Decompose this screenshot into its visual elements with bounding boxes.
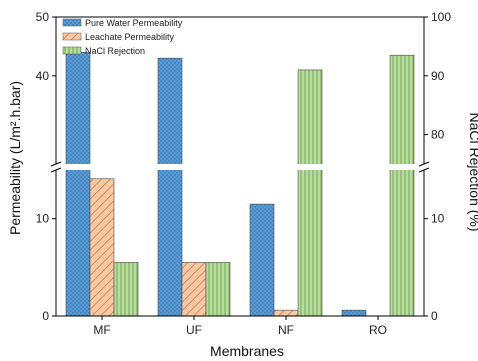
axis-break-gap: [297, 164, 323, 170]
bar-pure-water-uf: [157, 57, 183, 317]
y-left-tick-label: 10: [36, 212, 50, 226]
x-tick-label-mf: MF: [93, 323, 110, 337]
axis-break-mark-right: [418, 161, 430, 167]
bar-nacl-mf: [113, 262, 139, 317]
legend-swatch-nacl: [62, 46, 82, 55]
legend-label-pure-water: Pure Water Permeability: [85, 18, 183, 28]
y-right-tick-label: 80: [431, 128, 445, 142]
x-tick-label-ro: RO: [369, 323, 387, 337]
y-axis-title-right: NaCl Rejection (%): [467, 112, 478, 231]
bar-leachate-uf: [181, 262, 207, 317]
bar-nacl-ro: [389, 54, 415, 317]
axis-break-mark-left: [50, 161, 62, 167]
y-right-tick-label: 90: [431, 69, 445, 83]
legend-label-leachate: Leachate Permeability: [85, 32, 175, 42]
y-right-tick-label: 10: [431, 212, 445, 226]
y-axis-title-left: Permeability (L/m².h.bar): [7, 81, 23, 235]
y-left-tick-label: 0: [42, 309, 49, 323]
x-axis-title: Membranes: [210, 343, 284, 359]
bars-group: [65, 51, 415, 317]
x-tick-label-uf: UF: [186, 323, 202, 337]
bar-leachate-nf: [273, 309, 299, 317]
bar-pure-water-nf: [249, 203, 275, 317]
bar-nacl-uf: [205, 262, 231, 317]
axis-break-mark-right: [418, 167, 430, 173]
legend-swatch-leachate: [62, 32, 82, 41]
axis-break-gap: [157, 164, 183, 170]
axis-break-mark-left: [50, 167, 62, 173]
x-tick-label-nf: NF: [278, 323, 294, 337]
axes-group: 0 10 40 50 0 10 80 90 100 MF UF NF RO: [36, 10, 452, 337]
bar-pure-water-ro: [341, 309, 367, 317]
legend-swatch-pure-water: [62, 18, 82, 27]
y-right-tick-label: 0: [431, 309, 438, 323]
y-left-tick-label: 50: [36, 10, 50, 24]
y-left-tick-label: 40: [36, 69, 50, 83]
legend: Pure Water Permeability Leachate Permeab…: [62, 18, 183, 56]
bar-nacl-nf: [297, 69, 323, 317]
axis-break-gap: [389, 164, 415, 170]
bar-pure-water-mf: [65, 51, 91, 317]
legend-label-nacl: NaCl Rejection: [85, 46, 145, 56]
bar-leachate-mf: [89, 178, 115, 317]
axis-break-gap: [65, 164, 91, 170]
y-right-tick-label: 100: [431, 10, 451, 24]
